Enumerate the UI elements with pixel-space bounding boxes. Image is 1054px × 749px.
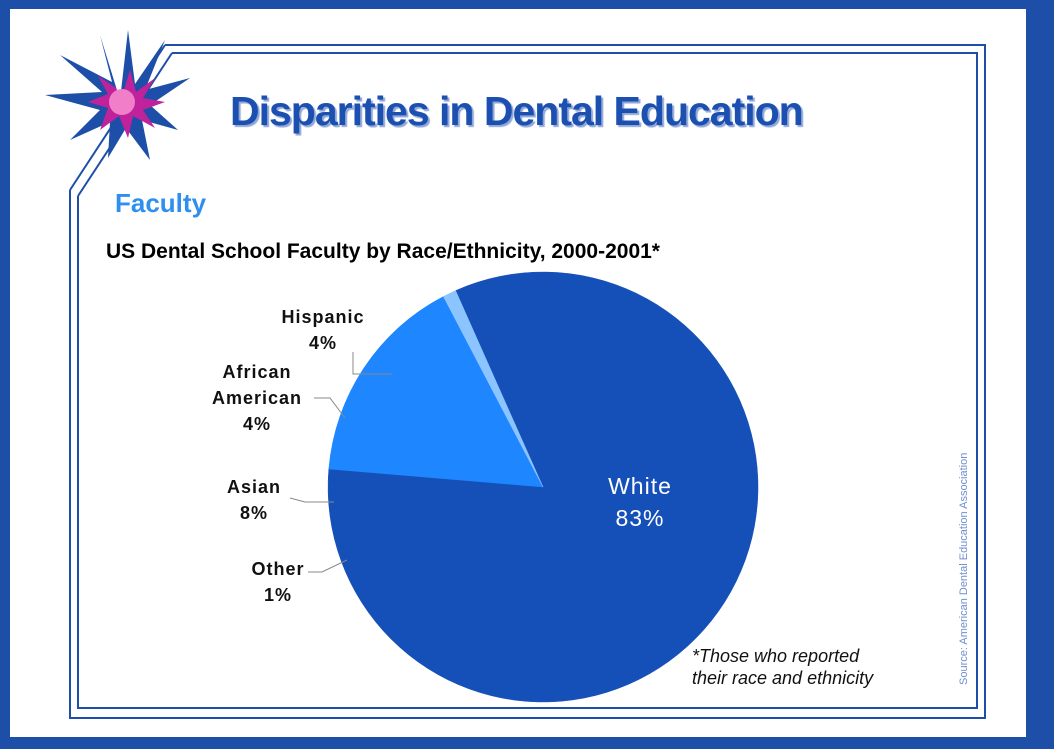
label-african-line2: American — [211, 388, 303, 408]
leader-line-african-american — [314, 397, 346, 419]
leader-line-hispanic — [352, 352, 392, 375]
chart-title: US Dental School Faculty by Race/Ethnici… — [106, 240, 660, 263]
footnote-line-1: *Those who reported — [692, 646, 860, 666]
leader-line-asian — [289, 497, 334, 503]
label-asian-name: Asian — [226, 477, 282, 497]
label-asian-value: 8% — [239, 503, 268, 523]
label-african-value: 4% — [242, 414, 271, 434]
label-other-name: Other — [251, 559, 305, 579]
starburst-icon — [45, 30, 190, 160]
footnote: *Those who reported their race and ethni… — [692, 645, 873, 689]
label-other-value: 1% — [263, 585, 292, 605]
label-african-line1: African — [222, 362, 292, 382]
label-hispanic-name: Hispanic — [281, 307, 365, 327]
label-hispanic: Hispanic 4% — [268, 304, 378, 356]
label-white: White 83% — [580, 470, 700, 534]
slide-title: Disparities in Dental Education — [230, 88, 804, 134]
label-white-value: 83% — [615, 505, 665, 531]
section-subtitle: Faculty — [115, 188, 207, 218]
label-white-name: White — [608, 473, 672, 499]
pie-slice-other — [443, 290, 544, 488]
pie-slice-asian — [363, 296, 544, 488]
label-other: Other 1% — [238, 556, 318, 608]
label-african-american: African American 4% — [198, 359, 316, 437]
leader-lines — [289, 352, 392, 573]
leader-line-other — [308, 559, 348, 573]
label-asian: Asian 8% — [214, 474, 294, 526]
footnote-line-2: their race and ethnicity — [692, 668, 874, 688]
label-hispanic-value: 4% — [308, 333, 337, 353]
pie-slice-white — [327, 271, 759, 703]
